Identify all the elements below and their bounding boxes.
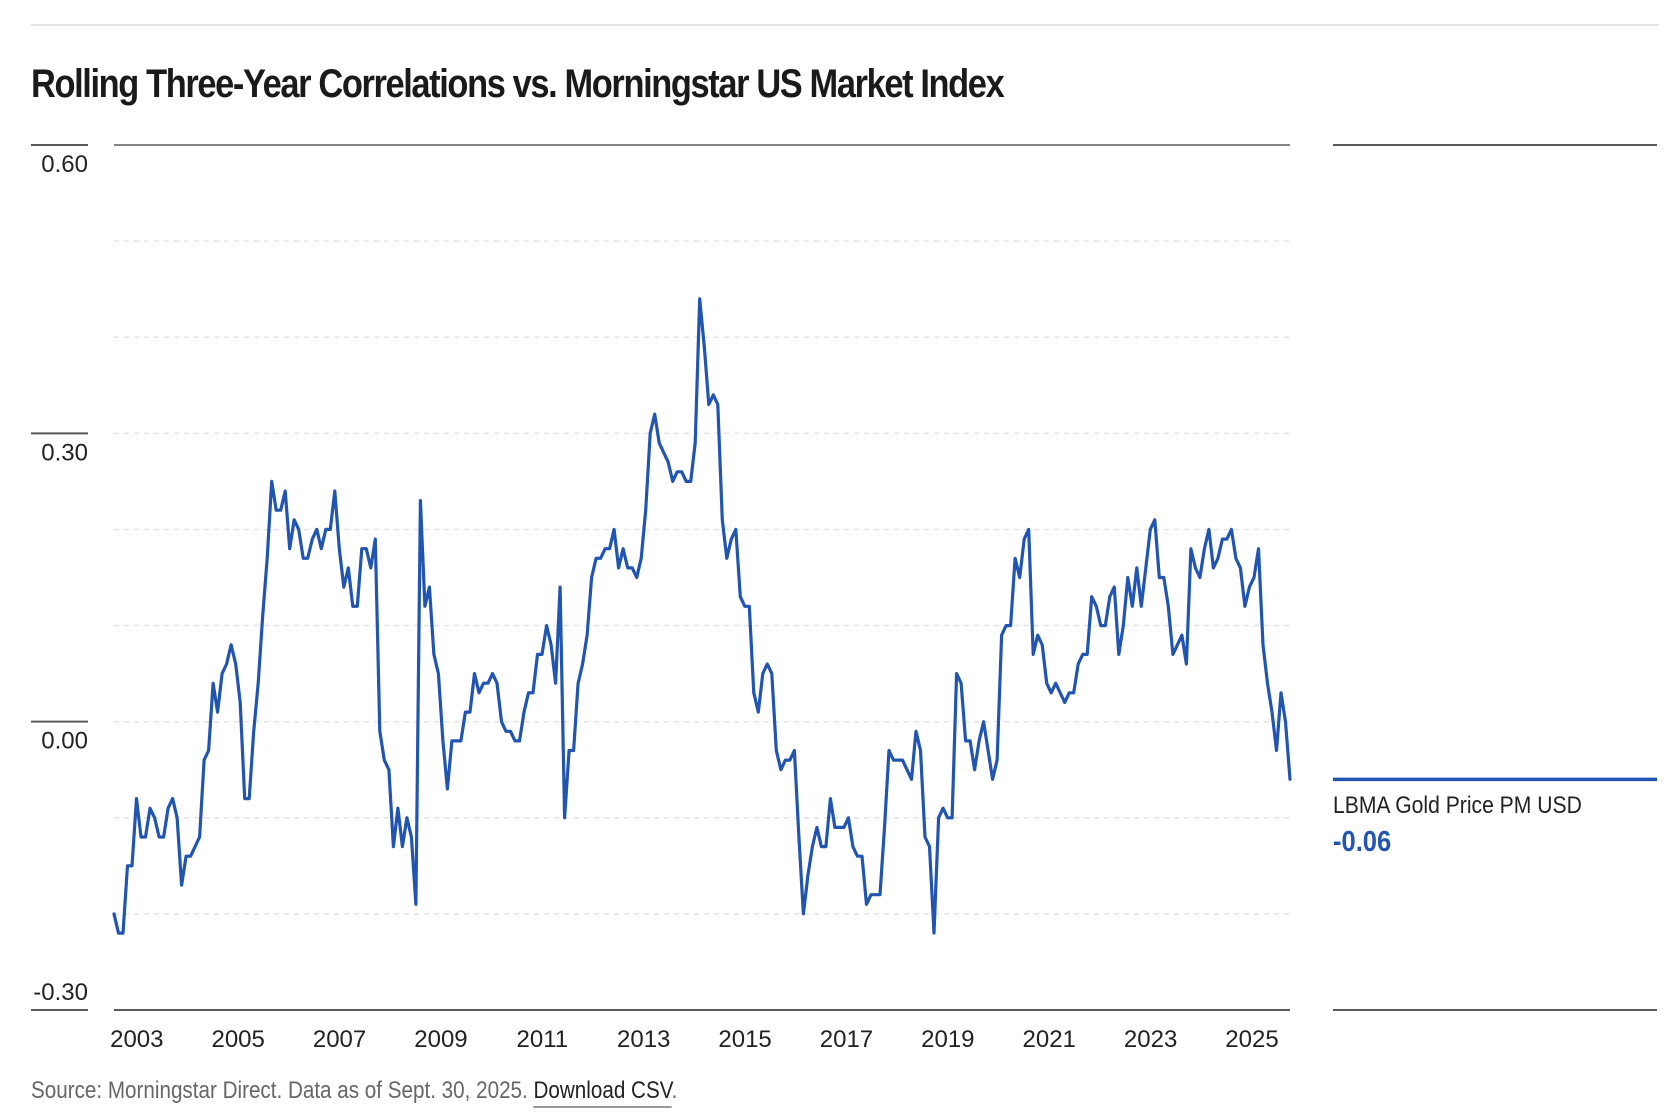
x-tick-label: 2015 xyxy=(718,1026,771,1053)
x-tick-label: 2013 xyxy=(617,1026,670,1053)
axes: 0.60 0.30 0.00 -0.30 2003 2005 2007 2009 2011 201… xyxy=(31,144,1290,1053)
y-tick-label: 0.30 xyxy=(41,439,88,466)
x-tick-label: 2009 xyxy=(414,1026,467,1053)
y-tick-label: 0.60 xyxy=(41,151,88,178)
chart-title: Rolling Three-Year Correlations vs. Morn… xyxy=(31,62,1005,106)
x-tick-label: 2011 xyxy=(517,1026,569,1053)
x-tick-label: 2023 xyxy=(1124,1026,1177,1053)
x-tick-label: 2007 xyxy=(313,1026,366,1053)
top-divider xyxy=(31,24,1659,26)
y-tick-label: 0.00 xyxy=(41,728,88,755)
x-tick-label: 2019 xyxy=(921,1026,974,1053)
x-tick-label: 2005 xyxy=(211,1026,264,1053)
source-text: Source: Morningstar Direct. Data as of S… xyxy=(31,1077,528,1104)
x-tick-label: 2021 xyxy=(1023,1026,1076,1053)
legend-series-name: LBMA Gold Price PM USD xyxy=(1333,792,1582,819)
source-trailing-period: . xyxy=(671,1077,678,1104)
legend-latest-value: -0.06 xyxy=(1333,826,1392,858)
series-line-gold xyxy=(112,297,1292,935)
legend xyxy=(1333,144,1657,1011)
gridlines xyxy=(114,240,1290,915)
download-csv-link[interactable]: Download CSV xyxy=(533,1077,672,1108)
source-note: Source: Morningstar Direct. Data as of S… xyxy=(31,1077,678,1108)
series-layer xyxy=(112,297,1292,935)
y-tick-label: -0.30 xyxy=(33,979,88,1006)
x-tick-label: 2017 xyxy=(820,1026,873,1053)
x-tick-label: 2003 xyxy=(110,1026,163,1053)
x-tick-label: 2025 xyxy=(1225,1026,1278,1053)
